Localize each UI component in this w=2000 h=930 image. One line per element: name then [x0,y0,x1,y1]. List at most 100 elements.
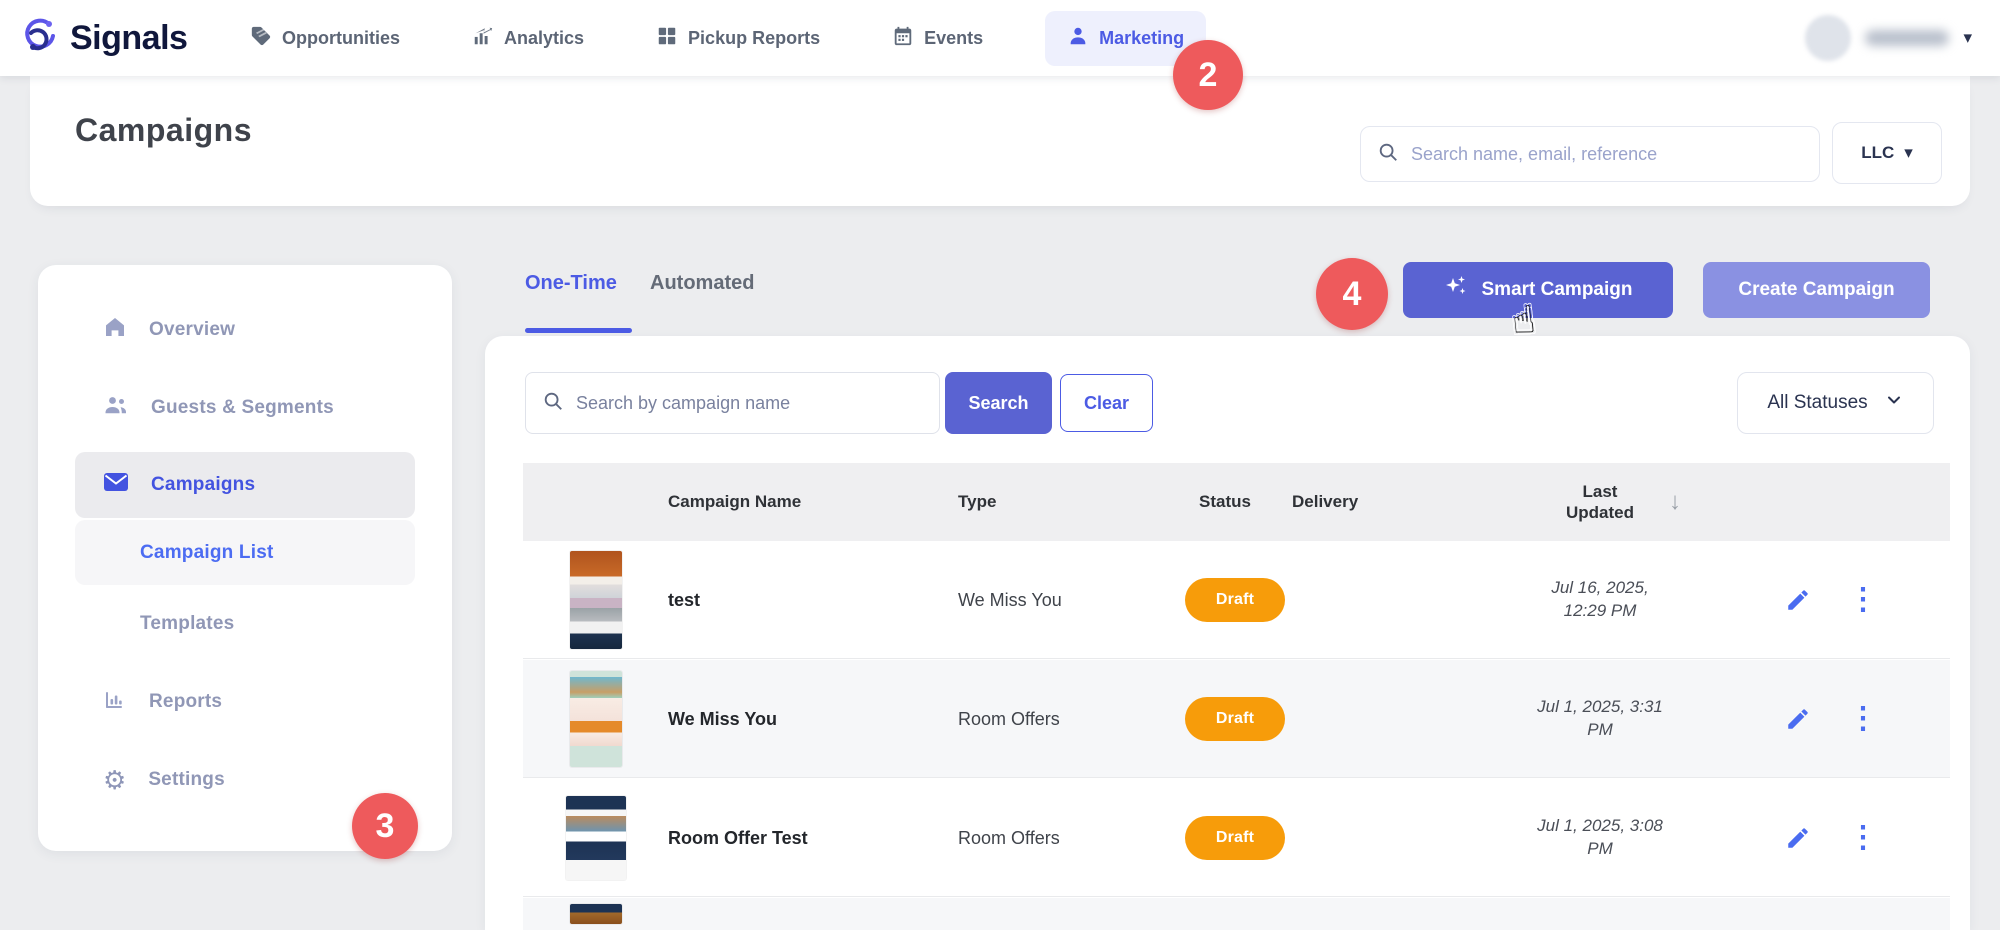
envelope-icon [103,471,129,499]
create-campaign-button[interactable]: Create Campaign [1703,262,1930,318]
sidebar-item-label: Campaign List [140,541,274,563]
campaign-type: Room Offers [958,827,1060,848]
nav-item-analytics[interactable]: Analytics [462,11,594,66]
campaign-thumbnail [566,796,626,880]
nav-label: Events [924,27,984,48]
sidebar-item-overview[interactable]: Overview [75,301,415,359]
brand-logo[interactable]: Signals [18,0,188,76]
last-updated: Jul 1, 2025, 3:31 PM [1537,697,1663,739]
nav-item-opportunities[interactable]: Opportunities [240,11,410,66]
table-row[interactable]: test We Miss You Draft Jul 16, 2025, 12:2… [523,541,1950,659]
sidebar-item-label: Templates [140,613,235,634]
bar-chart-icon [472,25,494,52]
column-header-type: Type [958,492,997,511]
status-filter-label: All Statuses [1767,392,1868,413]
caret-down-icon: ▾ [1963,28,1972,47]
report-chart-icon [103,687,127,717]
chevron-down-icon [1884,390,1904,416]
sidebar-item-label: Campaigns [151,474,256,495]
annotation-step-4: 4 [1316,258,1388,330]
sidebar-item-label: Settings [148,769,225,790]
campaign-thumbnail [570,551,622,649]
smart-campaign-button[interactable]: Smart Campaign [1403,262,1673,318]
page-title: Campaigns [75,112,252,148]
column-header-status: Status [1199,492,1251,511]
annotation-step-2: 2 [1173,40,1243,110]
user-name-redacted [1865,30,1950,46]
smart-campaign-label: Smart Campaign [1481,279,1633,300]
nav-item-marketing[interactable]: Marketing [1045,10,1207,66]
last-updated: Jul 1, 2025, 3:08 PM [1537,816,1663,858]
table-row[interactable]: Room Offer Test Room Offers Draft Jul 1,… [523,779,1950,897]
nav-label: Opportunities [282,27,400,48]
sidebar-item-guests-segments[interactable]: Guests & Segments [75,379,415,437]
campaign-type: Room Offers [958,708,1060,729]
tab-automated[interactable]: Automated [650,272,755,294]
global-search-input[interactable] [1411,143,1803,165]
sidebar-item-templates[interactable]: Templates [75,595,415,653]
annotation-step-3: 3 [352,793,418,859]
org-selector[interactable]: LLC ▾ [1832,122,1942,184]
search-icon [1377,141,1399,168]
row-menu-kebab-icon[interactable]: ⋮ [1844,819,1882,857]
primary-nav: Opportunities Analytics Pickup Reports E… [240,0,1207,76]
campaign-name: Room Offer Test [668,827,808,848]
sparkles-icon [1444,274,1470,306]
status-badge: Draft [1185,816,1285,860]
page-header: Campaigns LLC ▾ [30,76,1970,206]
gear-icon: ⚙ [103,765,127,795]
tab-one-time[interactable]: One-Time [525,272,617,294]
clear-button[interactable]: Clear [1060,374,1153,432]
table-row[interactable]: We Miss You Room Offers Draft Jul 1, 202… [523,660,1950,778]
sidebar-item-campaigns[interactable]: Campaigns [75,452,415,518]
mouse-cursor-icon: ☝ [1509,298,1538,344]
sidebar-item-campaign-list[interactable]: Campaign List [75,520,415,585]
search-button[interactable]: Search [945,372,1052,434]
user-menu[interactable]: ▾ [1805,0,1972,76]
org-label: LLC [1861,143,1895,162]
column-header-delivery: Delivery [1292,492,1359,511]
campaign-search-input[interactable] [576,392,923,414]
top-navbar: Signals Opportunities Analytics Pickup R… [0,0,2000,76]
search-icon [542,390,564,417]
person-icon [1067,25,1089,52]
people-icon [103,393,129,423]
sidebar-item-label: Guests & Segments [151,397,334,418]
edit-pencil-icon[interactable] [1781,821,1815,855]
sort-descending-icon[interactable]: ↓ [1669,488,1681,515]
row-menu-kebab-icon[interactable]: ⋮ [1844,700,1882,738]
tag-icon [250,25,272,52]
sidebar-item-reports[interactable]: Reports [75,673,415,731]
sidebar-item-label: Overview [149,319,236,340]
create-campaign-label: Create Campaign [1738,279,1895,300]
status-badge: Draft [1185,697,1285,741]
campaign-search[interactable] [525,372,940,434]
edit-pencil-icon[interactable] [1781,583,1815,617]
global-search[interactable] [1360,126,1820,182]
row-menu-kebab-icon[interactable]: ⋮ [1844,581,1882,619]
grid-icon [656,25,678,52]
sidebar: Overview Guests & Segments Campaigns Cam… [38,265,452,859]
sidebar-item-label: Reports [149,691,223,712]
home-icon [103,315,127,345]
nav-item-pickup-reports[interactable]: Pickup Reports [646,11,830,66]
edit-pencil-icon[interactable] [1781,702,1815,736]
calendar-icon [892,25,914,52]
nav-item-events[interactable]: Events [882,11,993,66]
campaign-thumbnail [570,904,622,924]
campaign-type: We Miss You [958,589,1062,610]
caret-down-icon: ▾ [1904,143,1913,162]
campaign-list-panel: Search Clear All Statuses Campaign Name … [485,336,1970,930]
sidebar-item-settings[interactable]: ⚙ Settings [75,751,415,809]
brand-name: Signals [70,18,188,57]
campaign-name: test [668,589,701,610]
nav-label: Marketing [1099,27,1185,48]
avatar [1805,15,1852,61]
status-filter-dropdown[interactable]: All Statuses [1737,372,1934,434]
column-header-last-updated[interactable]: Last Updated [1566,481,1634,522]
column-header-campaign-name: Campaign Name [668,492,802,511]
table-header-row: Campaign Name Type Status Delivery Last U… [523,463,1950,541]
table-row[interactable] [523,898,1950,930]
campaign-name: We Miss You [668,708,778,729]
